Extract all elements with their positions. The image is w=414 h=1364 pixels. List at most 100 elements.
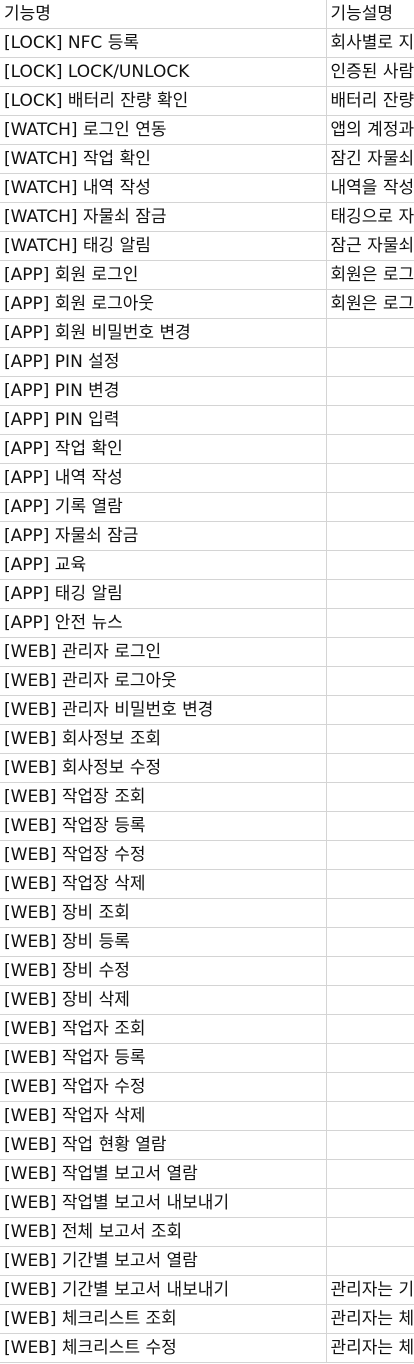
- feature-name-cell[interactable]: [WEB] 작업장 수정: [0, 840, 327, 870]
- feature-name-cell[interactable]: [APP] 회원 로그아웃: [0, 289, 327, 319]
- feature-description-cell[interactable]: [326, 550, 414, 580]
- feature-description-cell[interactable]: [326, 434, 414, 464]
- feature-description-cell[interactable]: [326, 1159, 414, 1189]
- feature-name-cell[interactable]: [WEB] 회사정보 조회: [0, 724, 327, 754]
- header-cell-feature-name[interactable]: 기능명: [0, 0, 327, 29]
- feature-description-cell[interactable]: [326, 492, 414, 522]
- feature-description-cell[interactable]: [326, 376, 414, 406]
- feature-description-cell[interactable]: [326, 869, 414, 899]
- feature-description-cell[interactable]: [326, 753, 414, 783]
- feature-name-cell[interactable]: [WEB] 작업장 삭제: [0, 869, 327, 899]
- feature-description-cell[interactable]: [326, 463, 414, 493]
- feature-description-cell[interactable]: 잠근 자물쇠: [326, 231, 414, 261]
- feature-name-cell[interactable]: [WEB] 기간별 보고서 열람: [0, 1246, 327, 1276]
- feature-name-cell[interactable]: [WEB] 장비 등록: [0, 927, 327, 957]
- header-cell-feature-description[interactable]: 기능설명: [326, 0, 414, 29]
- feature-name-cell[interactable]: [APP] 작업 확인: [0, 434, 327, 464]
- feature-name-cell[interactable]: [WATCH] 로그인 연동: [0, 115, 327, 145]
- feature-name-cell[interactable]: [WEB] 작업자 조회: [0, 1014, 327, 1044]
- feature-name-cell[interactable]: [WEB] 관리자 비밀번호 변경: [0, 695, 327, 725]
- feature-description-cell[interactable]: [326, 608, 414, 638]
- table-row: [APP] 회원 비밀번호 변경: [0, 318, 414, 348]
- feature-name-cell[interactable]: [WEB] 관리자 로그아웃: [0, 666, 327, 696]
- feature-description-cell[interactable]: 회사별로 지: [326, 28, 414, 58]
- feature-description-cell[interactable]: [326, 347, 414, 377]
- feature-name-cell[interactable]: [WEB] 작업장 등록: [0, 811, 327, 841]
- table-row: [WEB] 전체 보고서 조회: [0, 1217, 414, 1247]
- feature-name-cell[interactable]: [LOCK] 배터리 잔량 확인: [0, 86, 327, 116]
- feature-description-cell[interactable]: 관리자는 기: [326, 1275, 414, 1305]
- feature-name-cell[interactable]: [LOCK] NFC 등록: [0, 28, 327, 58]
- feature-description-cell[interactable]: [326, 898, 414, 928]
- feature-name-cell[interactable]: [WEB] 작업별 보고서 내보내기: [0, 1188, 327, 1218]
- feature-description-cell[interactable]: [326, 405, 414, 435]
- feature-name-cell[interactable]: [WATCH] 태깅 알림: [0, 231, 327, 261]
- feature-name-cell[interactable]: [APP] 기록 열람: [0, 492, 327, 522]
- feature-description-cell[interactable]: 내역을 작성: [326, 173, 414, 203]
- feature-description-cell[interactable]: 앱의 계정과: [326, 115, 414, 145]
- feature-name-cell[interactable]: [WEB] 작업장 조회: [0, 782, 327, 812]
- feature-name-cell[interactable]: [APP] 자물쇠 잠금: [0, 521, 327, 551]
- feature-description-cell[interactable]: [326, 579, 414, 609]
- feature-name-cell[interactable]: [WATCH] 자물쇠 잠금: [0, 202, 327, 232]
- feature-description-cell[interactable]: 인증된 사람: [326, 57, 414, 87]
- feature-name-cell[interactable]: [WEB] 기간별 보고서 내보내기: [0, 1275, 327, 1305]
- feature-name-cell[interactable]: [APP] PIN 입력: [0, 405, 327, 435]
- feature-name-cell[interactable]: [APP] 회원 비밀번호 변경: [0, 318, 327, 348]
- feature-name-cell[interactable]: [WEB] 장비 조회: [0, 898, 327, 928]
- feature-name-cell[interactable]: [APP] 태깅 알림: [0, 579, 327, 609]
- feature-name-cell[interactable]: [APP] 안전 뉴스: [0, 608, 327, 638]
- feature-description-cell[interactable]: 회원은 로그: [326, 260, 414, 290]
- feature-description-cell[interactable]: [326, 1101, 414, 1131]
- feature-description-cell[interactable]: 잠긴 자물쇠: [326, 144, 414, 174]
- feature-description-cell[interactable]: [326, 666, 414, 696]
- feature-description-cell[interactable]: [326, 724, 414, 754]
- feature-name-cell[interactable]: [APP] 회원 로그인: [0, 260, 327, 290]
- feature-description-cell[interactable]: [326, 1188, 414, 1218]
- feature-name-cell[interactable]: [WEB] 관리자 로그인: [0, 637, 327, 667]
- feature-name-cell[interactable]: [WEB] 작업 현황 열람: [0, 1130, 327, 1160]
- feature-name-cell[interactable]: [WATCH] 작업 확인: [0, 144, 327, 174]
- feature-description-cell[interactable]: [326, 318, 414, 348]
- feature-description-cell[interactable]: [326, 1246, 414, 1276]
- feature-name-cell[interactable]: [WEB] 작업자 수정: [0, 1072, 327, 1102]
- feature-description-cell[interactable]: [326, 840, 414, 870]
- feature-name-cell[interactable]: [LOCK] LOCK/UNLOCK: [0, 57, 327, 87]
- feature-name-cell[interactable]: [WEB] 회사정보 수정: [0, 753, 327, 783]
- feature-name-cell[interactable]: [WEB] 작업자 삭제: [0, 1101, 327, 1131]
- feature-description-cell[interactable]: [326, 782, 414, 812]
- feature-name-cell[interactable]: [WEB] 장비 수정: [0, 956, 327, 986]
- feature-name-cell[interactable]: [WEB] 작업별 보고서 열람: [0, 1159, 327, 1189]
- feature-name-cell[interactable]: [APP] 내역 작성: [0, 463, 327, 493]
- feature-description-cell[interactable]: [326, 1014, 414, 1044]
- table-row: [WEB] 작업 현황 열람: [0, 1130, 414, 1160]
- feature-name-cell[interactable]: [APP] PIN 변경: [0, 376, 327, 406]
- feature-description-cell[interactable]: [326, 985, 414, 1015]
- table-row: [WEB] 회사정보 조회: [0, 724, 414, 754]
- feature-name-cell[interactable]: [WEB] 체크리스트 조회: [0, 1304, 327, 1334]
- feature-name-cell[interactable]: [WEB] 체크리스트 수정: [0, 1333, 327, 1363]
- feature-description-cell[interactable]: [326, 956, 414, 986]
- feature-name-cell[interactable]: [APP] PIN 설정: [0, 347, 327, 377]
- feature-description-cell[interactable]: [326, 927, 414, 957]
- feature-description-cell[interactable]: [326, 1043, 414, 1073]
- feature-description-cell[interactable]: [326, 811, 414, 841]
- feature-name-cell[interactable]: [APP] 교육: [0, 550, 327, 580]
- feature-description-cell[interactable]: [326, 637, 414, 667]
- feature-name-cell[interactable]: [WEB] 작업자 등록: [0, 1043, 327, 1073]
- feature-name-cell[interactable]: [WATCH] 내역 작성: [0, 173, 327, 203]
- feature-description-cell[interactable]: [326, 695, 414, 725]
- feature-description-cell[interactable]: 관리자는 체: [326, 1333, 414, 1363]
- feature-description-cell[interactable]: [326, 521, 414, 551]
- feature-name-cell[interactable]: [WEB] 전체 보고서 조회: [0, 1217, 327, 1247]
- table-row: [WEB] 작업장 수정: [0, 840, 414, 870]
- table-row: [WEB] 체크리스트 조회 관리자는 체: [0, 1304, 414, 1334]
- feature-description-cell[interactable]: [326, 1217, 414, 1247]
- feature-description-cell[interactable]: [326, 1072, 414, 1102]
- feature-name-cell[interactable]: [WEB] 장비 삭제: [0, 985, 327, 1015]
- feature-description-cell[interactable]: 배터리 잔량: [326, 86, 414, 116]
- feature-description-cell[interactable]: 태깅으로 자: [326, 202, 414, 232]
- feature-description-cell[interactable]: 관리자는 체: [326, 1304, 414, 1334]
- feature-description-cell[interactable]: [326, 1130, 414, 1160]
- feature-description-cell[interactable]: 회원은 로그: [326, 289, 414, 319]
